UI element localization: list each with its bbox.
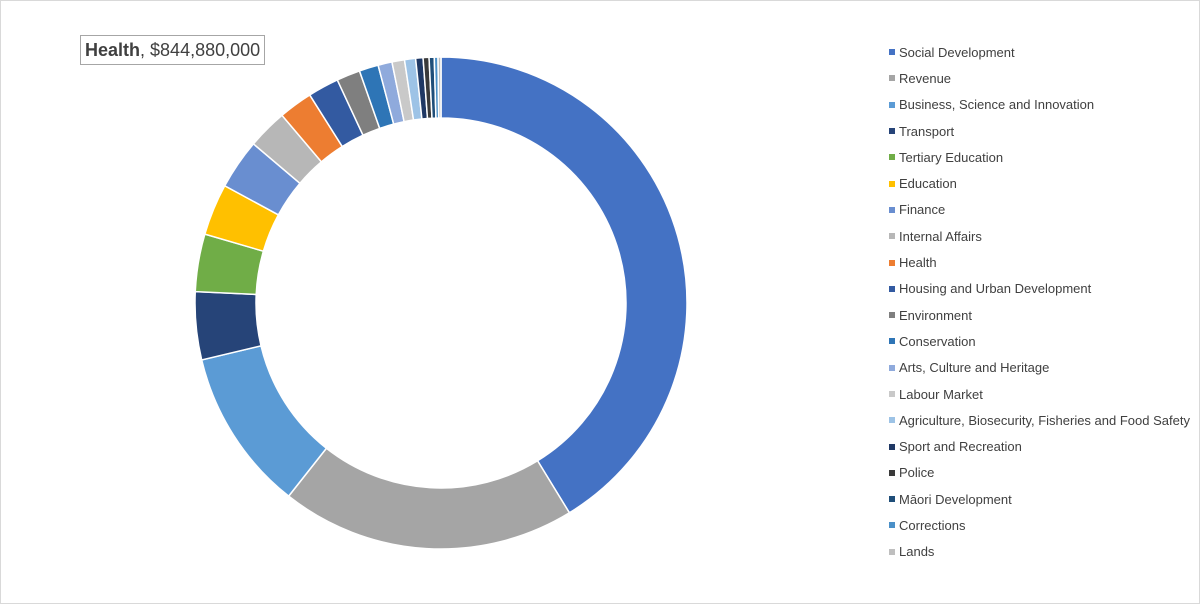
legend-label: Education (899, 176, 957, 192)
legend-item-social-development[interactable]: Social Development (889, 39, 1194, 65)
legend-label: Lands (899, 544, 935, 560)
legend-label: Transport (899, 123, 955, 139)
legend-swatch (889, 49, 895, 56)
legend-label: Agriculture, Biosecurity, Fisheries and … (899, 412, 1190, 428)
slice-social-development[interactable] (440, 56, 688, 514)
legend-label: Arts, Culture and Heritage (899, 360, 1050, 376)
legend-label: Sport and Recreation (899, 439, 1022, 455)
donut-chart (194, 56, 688, 550)
legend-label: Finance (899, 202, 946, 218)
legend-label: Internal Affairs (899, 228, 982, 244)
legend-swatch (889, 259, 895, 266)
legend-item-conservation[interactable]: Conservation (889, 328, 1194, 354)
legend-item-police[interactable]: Police (889, 460, 1194, 486)
legend-item-revenue[interactable]: Revenue (889, 65, 1194, 91)
chart-legend: Social Development Revenue Business, Scien… (889, 39, 1194, 565)
legend-label: Police (899, 465, 935, 481)
tooltip-separator: , (140, 39, 151, 60)
slice-revenue[interactable] (287, 447, 571, 550)
legend-item-transport[interactable]: Transport (889, 118, 1194, 144)
legend-label: Social Development (899, 44, 1015, 60)
legend-item-environment[interactable]: Environment (889, 302, 1194, 328)
legend-swatch (889, 338, 895, 345)
legend-item-housing-and-urban-development[interactable]: Housing and Urban Development (889, 276, 1194, 302)
legend-swatch (889, 101, 895, 108)
legend-label: Housing and Urban Development (899, 281, 1092, 297)
legend-item-finance[interactable]: Finance (889, 197, 1194, 223)
legend-swatch (889, 285, 895, 292)
legend-item-corrections[interactable]: Corrections (889, 512, 1194, 538)
tooltip-label: Health (85, 39, 141, 60)
tooltip-value: $844,880,000 (150, 39, 261, 60)
legend-item-lands[interactable]: Lands (889, 539, 1194, 565)
legend-item-tertiary-education[interactable]: Tertiary Education (889, 144, 1194, 170)
slice-lands[interactable] (437, 56, 442, 119)
legend-label: Environment (899, 307, 972, 323)
legend-swatch (889, 391, 895, 397)
legend-label: Business, Science and Innovation (899, 97, 1095, 113)
legend-item-maori-development[interactable]: Māori Development (889, 486, 1194, 512)
legend-swatch (889, 469, 895, 476)
legend-item-business-science-and-innovation[interactable]: Business, Science and Innovation (889, 92, 1194, 118)
legend-label: Health (899, 255, 937, 271)
legend-label: Corrections (899, 517, 966, 533)
legend-label: Tertiary Education (899, 149, 1004, 165)
legend-label: Revenue (899, 70, 952, 86)
legend-label: Māori Development (899, 491, 1012, 507)
legend-swatch (889, 364, 895, 371)
legend-swatch (889, 312, 895, 319)
legend-item-agriculture-biosecurity-fisheries-and-food-safety[interactable]: Agriculture, Biosecurity, Fisheries and … (889, 407, 1194, 433)
legend-swatch (889, 496, 895, 503)
legend-item-health[interactable]: Health (889, 249, 1194, 275)
legend-swatch (889, 233, 895, 240)
legend-label: Labour Market (899, 386, 983, 402)
legend-item-arts-culture-and-heritage[interactable]: Arts, Culture and Heritage (889, 355, 1194, 381)
legend-swatch (889, 180, 895, 187)
legend-swatch (889, 417, 895, 424)
legend-item-labour-market[interactable]: Labour Market (889, 381, 1194, 407)
legend-swatch (889, 548, 895, 555)
legend-swatch (889, 75, 895, 82)
legend-item-sport-and-recreation[interactable]: Sport and Recreation (889, 433, 1194, 459)
legend-item-education[interactable]: Education (889, 170, 1194, 196)
legend-swatch (889, 443, 895, 450)
legend-swatch (889, 206, 895, 213)
legend-swatch (889, 522, 895, 529)
data-tooltip: Health, $844,880,000 (80, 35, 266, 65)
legend-label: Conservation (899, 333, 976, 349)
legend-swatch (889, 154, 895, 161)
legend-item-internal-affairs[interactable]: Internal Affairs (889, 223, 1194, 249)
legend-swatch (889, 128, 895, 135)
